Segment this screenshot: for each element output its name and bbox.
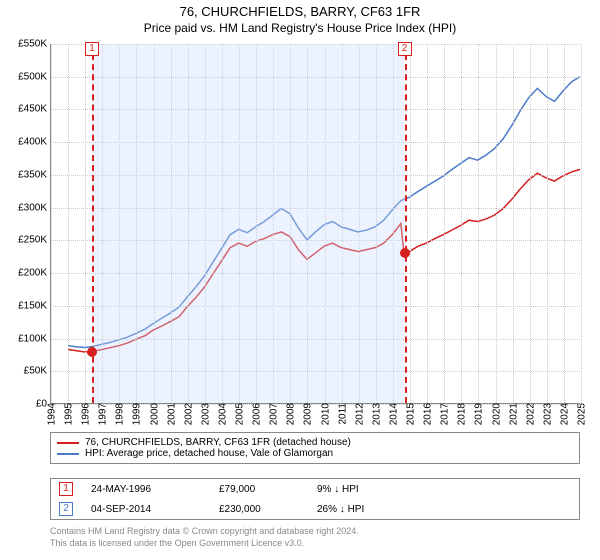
x-axis-label: 2025	[575, 403, 588, 425]
gridline-v	[496, 44, 497, 403]
event-point-marker	[400, 248, 410, 258]
x-axis-label: 2007	[267, 403, 280, 425]
y-axis-label: £400K	[18, 137, 51, 148]
event-row-pct: 26% ↓ HPI	[317, 504, 417, 515]
ownership-shade	[92, 44, 405, 403]
x-axis-label: 2020	[489, 403, 502, 425]
x-axis-label: 2021	[506, 403, 519, 425]
legend-label: HPI: Average price, detached house, Vale…	[85, 448, 333, 459]
chart-subtitle: Price paid vs. HM Land Registry's House …	[0, 19, 600, 35]
y-axis-label: £300K	[18, 202, 51, 213]
gridline-v	[410, 44, 411, 403]
gridline-v	[513, 44, 514, 403]
gridline-v	[461, 44, 462, 403]
y-axis-label: £200K	[18, 268, 51, 279]
y-axis-label: £500K	[18, 71, 51, 82]
x-axis-label: 2006	[250, 403, 263, 425]
event-row: 2 04-SEP-2014 £230,000 26% ↓ HPI	[51, 499, 579, 519]
x-axis-label: 2000	[147, 403, 160, 425]
x-axis-label: 1995	[62, 403, 75, 425]
x-axis-label: 2022	[523, 403, 536, 425]
y-axis-label: £100K	[18, 333, 51, 344]
x-axis-label: 2024	[557, 403, 570, 425]
legend-row: 76, CHURCHFIELDS, BARRY, CF63 1FR (detac…	[57, 437, 573, 448]
legend-swatch	[57, 442, 79, 444]
x-axis-label: 1996	[79, 403, 92, 425]
event-marker-box: 2	[398, 42, 412, 56]
event-row-date: 24-MAY-1996	[91, 484, 201, 495]
event-row-num: 2	[59, 502, 73, 516]
event-marker-box: 1	[85, 42, 99, 56]
x-axis-label: 2012	[352, 403, 365, 425]
x-axis-label: 2015	[404, 403, 417, 425]
gridline-v	[581, 44, 582, 403]
x-axis-label: 2018	[455, 403, 468, 425]
gridline-v	[564, 44, 565, 403]
footnote-line2: This data is licensed under the Open Gov…	[50, 538, 304, 548]
x-axis-label: 2011	[335, 403, 348, 425]
x-axis-label: 1998	[113, 403, 126, 425]
x-axis-label: 2004	[215, 403, 228, 425]
legend-swatch	[57, 453, 79, 455]
event-row-price: £230,000	[219, 504, 299, 515]
gridline-v	[444, 44, 445, 403]
gridline-v	[478, 44, 479, 403]
event-row-pct: 9% ↓ HPI	[317, 484, 417, 495]
y-axis-label: £550K	[18, 39, 51, 50]
chart-legend: 76, CHURCHFIELDS, BARRY, CF63 1FR (detac…	[50, 432, 580, 464]
x-axis-label: 1999	[130, 403, 143, 425]
x-axis-label: 2017	[438, 403, 451, 425]
legend-label: 76, CHURCHFIELDS, BARRY, CF63 1FR (detac…	[85, 437, 351, 448]
y-axis-label: £150K	[18, 300, 51, 311]
x-axis-label: 2001	[164, 403, 177, 425]
x-axis-label: 2009	[301, 403, 314, 425]
y-axis-label: £350K	[18, 169, 51, 180]
x-axis-label: 2005	[233, 403, 246, 425]
event-row-price: £79,000	[219, 484, 299, 495]
event-line	[405, 44, 407, 403]
x-axis-label: 2002	[181, 403, 194, 425]
gridline-v	[530, 44, 531, 403]
footnote: Contains HM Land Registry data © Crown c…	[50, 526, 580, 549]
chart-title: 76, CHURCHFIELDS, BARRY, CF63 1FR	[0, 0, 600, 19]
x-axis-label: 2010	[318, 403, 331, 425]
gridline-v	[68, 44, 69, 403]
event-point-marker	[87, 347, 97, 357]
event-row-date: 04-SEP-2014	[91, 504, 201, 515]
gridline-v	[85, 44, 86, 403]
x-axis-label: 2008	[284, 403, 297, 425]
legend-row: HPI: Average price, detached house, Vale…	[57, 448, 573, 459]
event-row: 1 24-MAY-1996 £79,000 9% ↓ HPI	[51, 479, 579, 499]
x-axis-label: 1997	[96, 403, 109, 425]
chart-plot-area: £0£50K£100K£150K£200K£250K£300K£350K£400…	[50, 44, 580, 404]
y-axis-label: £250K	[18, 235, 51, 246]
x-axis-label: 2016	[421, 403, 434, 425]
y-axis-label: £50K	[24, 366, 51, 377]
events-table: 1 24-MAY-1996 £79,000 9% ↓ HPI 2 04-SEP-2014 £…	[50, 478, 580, 520]
x-axis-label: 2013	[369, 403, 382, 425]
x-axis-label: 1994	[45, 403, 58, 425]
y-axis-label: £450K	[18, 104, 51, 115]
footnote-line1: Contains HM Land Registry data © Crown c…	[50, 526, 359, 536]
x-axis-label: 2014	[386, 403, 399, 425]
gridline-v	[427, 44, 428, 403]
x-axis-label: 2023	[540, 403, 553, 425]
x-axis-label: 2019	[472, 403, 485, 425]
event-row-num: 1	[59, 482, 73, 496]
x-axis-label: 2003	[198, 403, 211, 425]
gridline-v	[547, 44, 548, 403]
gridline-v	[51, 44, 52, 403]
